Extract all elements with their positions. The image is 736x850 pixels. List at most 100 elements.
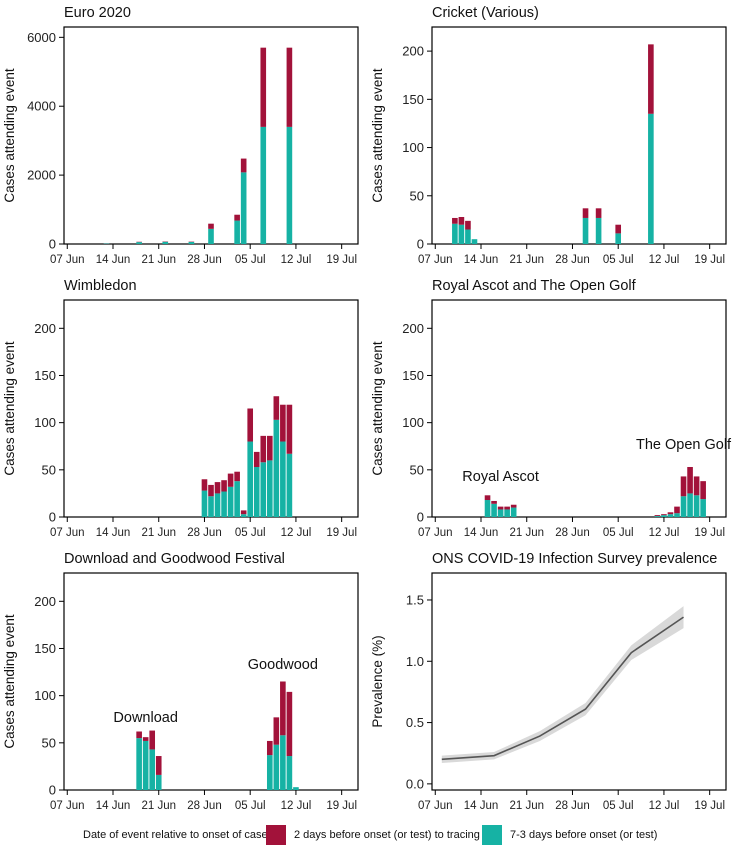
bar-early <box>214 493 221 517</box>
y-tick-label: 100 <box>402 140 424 155</box>
bar-early <box>273 419 280 517</box>
bar-late <box>227 473 234 487</box>
bar-early <box>103 243 110 244</box>
y-axis-label: Cases attending event <box>2 614 17 749</box>
x-tick-label: 14 Jun <box>464 800 499 812</box>
legend-title: Date of event relative to onset of case <box>83 829 268 841</box>
bar-early <box>582 217 589 244</box>
y-tick-label: 100 <box>34 415 56 430</box>
bar-late <box>214 482 221 494</box>
x-tick-label: 28 Jun <box>187 800 222 812</box>
plot-frame <box>63 299 359 518</box>
plot-frame <box>63 572 359 791</box>
bar-late <box>582 208 589 218</box>
bar-late <box>240 158 247 173</box>
y-tick-label: 150 <box>34 368 56 383</box>
legend-swatch-late <box>266 825 286 845</box>
bar-early <box>452 223 458 244</box>
y-axis-label: Cases attending event <box>2 341 17 476</box>
x-tick-label: 21 Jun <box>509 800 544 812</box>
bar-late <box>260 47 267 127</box>
bar-late <box>648 44 654 114</box>
bar-late <box>247 408 254 442</box>
bar-late <box>149 730 156 750</box>
bar-early <box>648 113 654 244</box>
y-tick-label: 150 <box>402 368 424 383</box>
x-tick-label: 14 Jun <box>96 527 131 539</box>
y-tick-label: 0 <box>49 510 56 525</box>
bar-late <box>693 476 700 496</box>
panel-cricket: Cricket (Various) 0 50 100 150 200 07 Jun 14 J… <box>370 5 727 266</box>
bar-early <box>484 500 491 517</box>
bar-early <box>497 509 504 517</box>
bar-early <box>504 509 510 517</box>
bar-late <box>654 515 661 517</box>
y-tick-label: 0.0 <box>406 776 424 791</box>
x-tick-label: 07 Jun <box>418 527 453 539</box>
x-tick-label: 05 Jul <box>603 254 634 266</box>
bar-late <box>273 717 280 745</box>
bar-early <box>661 515 667 517</box>
bar-early <box>667 514 674 517</box>
bar-late <box>491 500 497 504</box>
annotation-label: The Open Golf <box>636 437 732 453</box>
bar-late <box>142 737 149 741</box>
bar-late <box>266 740 273 756</box>
bar-early <box>286 126 293 244</box>
bar-late <box>208 223 214 229</box>
bar-early <box>280 735 286 790</box>
y-tick-label: 0.5 <box>406 715 424 730</box>
bar-early <box>286 453 293 517</box>
panel-download-goodwood: Download and Goodwood Festival 0 50 100 150… <box>2 551 359 812</box>
bar-late <box>674 506 680 514</box>
y-tick-label: 50 <box>410 188 424 203</box>
plot-frame <box>63 26 359 245</box>
bar-early <box>240 172 247 244</box>
bar-early <box>700 499 706 517</box>
y-axis-label: Cases attending event <box>370 68 385 203</box>
x-tick-label: 14 Jun <box>464 527 499 539</box>
y-tick-label: 150 <box>402 92 424 107</box>
legend: Date of event relative to onset of case … <box>83 825 657 845</box>
x-tick-label: 14 Jun <box>96 254 131 266</box>
confidence-band <box>441 606 684 764</box>
x-tick-label: 07 Jun <box>418 254 453 266</box>
x-tick-label: 28 Jun <box>555 800 590 812</box>
panel-ons-prevalence: ONS COVID-19 Infection Survey prevalence… <box>370 551 727 812</box>
x-tick-label: 14 Jun <box>464 254 499 266</box>
bar-late <box>286 47 293 127</box>
bar-late <box>234 214 240 221</box>
y-tick-label: 4000 <box>27 99 56 114</box>
y-tick-label: 200 <box>402 44 424 59</box>
bar-early <box>227 486 234 517</box>
y-axis-label: Cases attending event <box>2 68 17 203</box>
x-tick-label: 07 Jun <box>50 527 85 539</box>
bar-late <box>497 506 504 510</box>
bar-late <box>234 471 240 482</box>
x-tick-label: 19 Jul <box>326 527 357 539</box>
panel-title: Euro 2020 <box>64 5 131 21</box>
bar-late <box>504 506 510 510</box>
bar-late <box>661 514 667 516</box>
x-tick-label: 28 Jun <box>187 254 222 266</box>
bar-late <box>700 481 706 500</box>
bar-early <box>674 513 680 517</box>
y-tick-label: 200 <box>34 321 56 336</box>
bar-early <box>286 756 293 790</box>
annotation-label: Goodwood <box>248 657 318 673</box>
bar-early <box>260 462 267 517</box>
bar-early <box>247 441 254 517</box>
bar-late <box>221 480 227 492</box>
bar-late <box>465 220 471 230</box>
y-tick-label: 150 <box>34 641 56 656</box>
panel-euro-2020: Euro 2020 0 2000 4000 6000 07 Jun 14 Jun 21 Ju… <box>2 5 359 266</box>
bar-late <box>208 484 214 497</box>
prevalence-line <box>441 616 684 761</box>
x-tick-label: 12 Jul <box>649 254 680 266</box>
bar-late <box>260 435 267 463</box>
x-tick-label: 19 Jul <box>694 254 725 266</box>
bar-early <box>266 755 273 790</box>
x-tick-label: 12 Jul <box>281 527 312 539</box>
x-tick-label: 14 Jun <box>96 800 131 812</box>
x-tick-label: 19 Jul <box>694 527 725 539</box>
